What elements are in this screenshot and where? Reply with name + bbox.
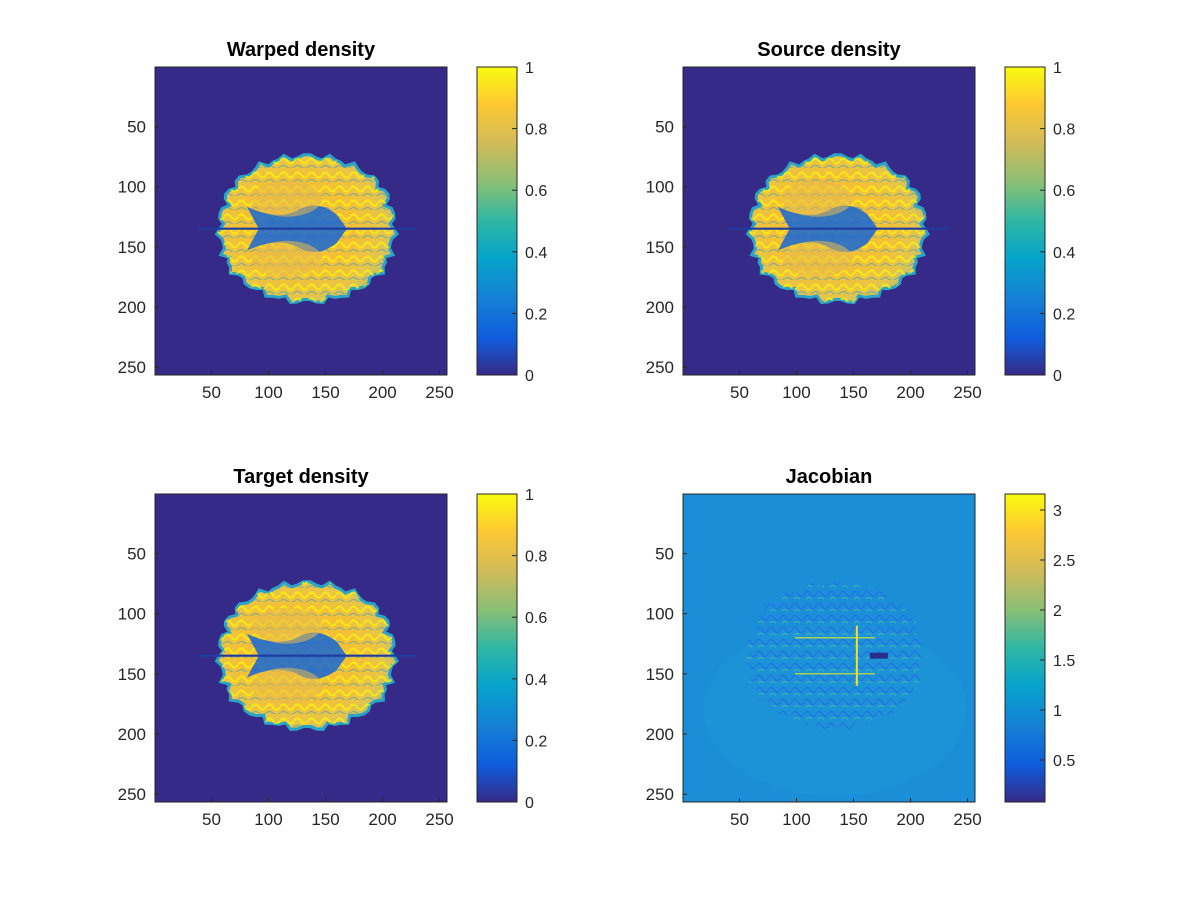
colorbar-tick-label: 0.4: [525, 672, 547, 689]
colorbar-tick-label: 0.6: [1053, 183, 1075, 200]
y-tick-label: 100: [646, 605, 674, 624]
panel-jacobian: Jacobian 50 100 150 200 250 50 100 150 200 250 0.5 1…: [646, 466, 1076, 829]
colorbar-tick-label: 3: [1053, 503, 1062, 520]
x-tick-label: 150: [311, 383, 339, 402]
y-tick-label: 200: [646, 725, 674, 744]
y-tick-label: 50: [655, 545, 674, 564]
x-tick-label: 250: [425, 810, 453, 829]
y-tick-label: 250: [646, 358, 674, 377]
colorbar-tick-label: 0.4: [525, 245, 547, 262]
colorbar-tick-label: 0.6: [525, 183, 547, 200]
y-tick-label: 200: [646, 298, 674, 317]
x-tick-label: 50: [730, 810, 749, 829]
x-tick-label: 100: [254, 383, 282, 402]
x-tick-label: 50: [730, 383, 749, 402]
y-tick-label: 150: [646, 665, 674, 684]
colorbar-tick-label: 0.6: [525, 610, 547, 627]
colorbar-tick-label: 0.2: [1053, 306, 1075, 323]
panel-title: Target density: [233, 466, 369, 488]
x-tick-label: 200: [896, 383, 924, 402]
colorbar-tick-label: 0.5: [1053, 753, 1075, 770]
panel-source: Source density 50 100 150 200 250 50 100 150 200 2…: [646, 39, 1076, 402]
deep-gray-matter: [251, 607, 322, 644]
colorbar-tick-label: 0.8: [525, 122, 547, 139]
colorbar-tick-label: 0.8: [1053, 122, 1075, 139]
x-tick-label: 200: [896, 810, 924, 829]
colorbar-tick-label: 0.2: [525, 306, 547, 323]
y-tick-label: 250: [646, 785, 674, 804]
x-tick-label: 50: [202, 383, 221, 402]
y-tick-label: 100: [118, 605, 146, 624]
y-tick-label: 150: [646, 238, 674, 257]
x-tick-label: 250: [953, 810, 981, 829]
axes-frame: [682, 493, 976, 803]
colorbar-tick-label: 1: [1053, 703, 1062, 720]
colorbar-tick-label: 0: [525, 368, 534, 385]
x-tick-label: 250: [425, 383, 453, 402]
y-tick-label: 200: [118, 298, 146, 317]
x-tick-label: 150: [839, 810, 867, 829]
x-tick-label: 150: [311, 810, 339, 829]
y-tick-label: 50: [127, 545, 146, 564]
y-tick-label: 200: [118, 725, 146, 744]
axes-frame: [154, 493, 448, 803]
y-tick-label: 100: [118, 178, 146, 197]
deep-gray-matter: [782, 180, 853, 217]
deep-gray-matter: [251, 240, 322, 277]
y-tick-label: 50: [127, 118, 146, 137]
panel-title: Jacobian: [786, 466, 873, 488]
axes-frame: [682, 66, 976, 376]
y-tick-label: 150: [118, 665, 146, 684]
x-tick-label: 100: [254, 810, 282, 829]
colorbar: [476, 66, 518, 376]
x-tick-label: 50: [202, 810, 221, 829]
colorbar-tick-label: 0: [1053, 368, 1062, 385]
colorbar-tick-label: 1: [525, 60, 534, 77]
x-tick-label: 100: [782, 383, 810, 402]
x-tick-label: 200: [368, 383, 396, 402]
x-tick-label: 250: [953, 383, 981, 402]
colorbar-tick-label: 2: [1053, 603, 1062, 620]
panel-title: Warped density: [227, 39, 376, 61]
y-tick-label: 250: [118, 785, 146, 804]
colorbar: [1004, 493, 1046, 803]
jacobian-low: [869, 652, 888, 659]
colorbar-tick-label: 0.8: [525, 549, 547, 566]
panel-warped: Warped density 50 100 150 200 250 50 100 150 200 2…: [118, 39, 548, 402]
x-tick-label: 200: [368, 810, 396, 829]
y-tick-label: 50: [655, 118, 674, 137]
y-tick-label: 150: [118, 238, 146, 257]
x-tick-label: 150: [839, 383, 867, 402]
jacobian-detail: [744, 581, 925, 730]
colorbar-tick-label: 0: [525, 795, 534, 812]
deep-gray-matter: [251, 180, 322, 217]
panel-title: Source density: [757, 39, 901, 61]
colorbar-tick-label: 1: [1053, 60, 1062, 77]
deep-gray-matter: [782, 240, 853, 277]
colorbar-tick-label: 2.5: [1053, 553, 1075, 570]
colorbar-tick-label: 0.4: [1053, 245, 1075, 262]
axes-frame: [154, 66, 448, 376]
panel-target: Target density 50 100 150 200 250 50 100 150 200 2…: [118, 466, 548, 829]
deep-gray-matter: [251, 667, 322, 704]
colorbar: [476, 493, 518, 803]
colorbar: [1004, 66, 1046, 376]
y-tick-label: 100: [646, 178, 674, 197]
x-tick-label: 100: [782, 810, 810, 829]
colorbar-tick-label: 0.2: [525, 733, 547, 750]
colorbar-tick-label: 1: [525, 487, 534, 504]
colorbar-tick-label: 1.5: [1053, 653, 1075, 670]
y-tick-label: 250: [118, 358, 146, 377]
